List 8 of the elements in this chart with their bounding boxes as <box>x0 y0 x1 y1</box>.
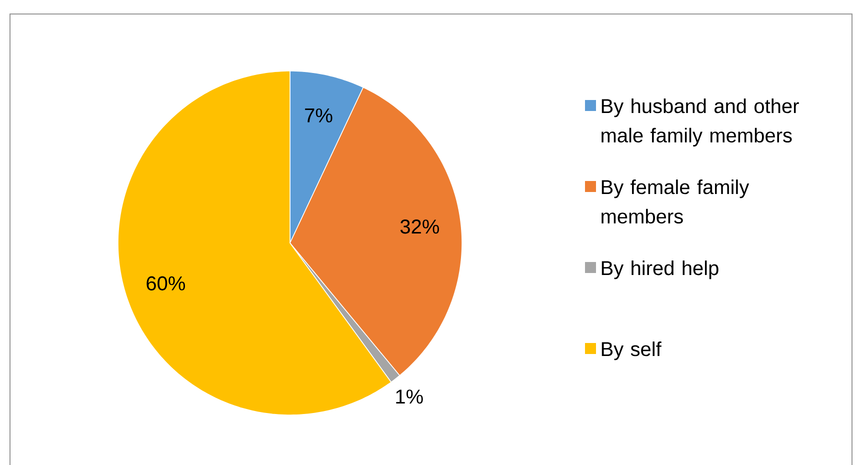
legend-label: By husband and other male family members <box>602 98 799 146</box>
data-label: 32% <box>400 220 439 234</box>
data-label: 60% <box>146 276 185 290</box>
data-label: 7% <box>305 108 332 122</box>
data-label: 1% <box>396 390 423 404</box>
legend-label: By self <box>602 342 662 360</box>
legend-label: By female family members <box>602 180 750 224</box>
legend-label: By hired help <box>602 260 718 280</box>
